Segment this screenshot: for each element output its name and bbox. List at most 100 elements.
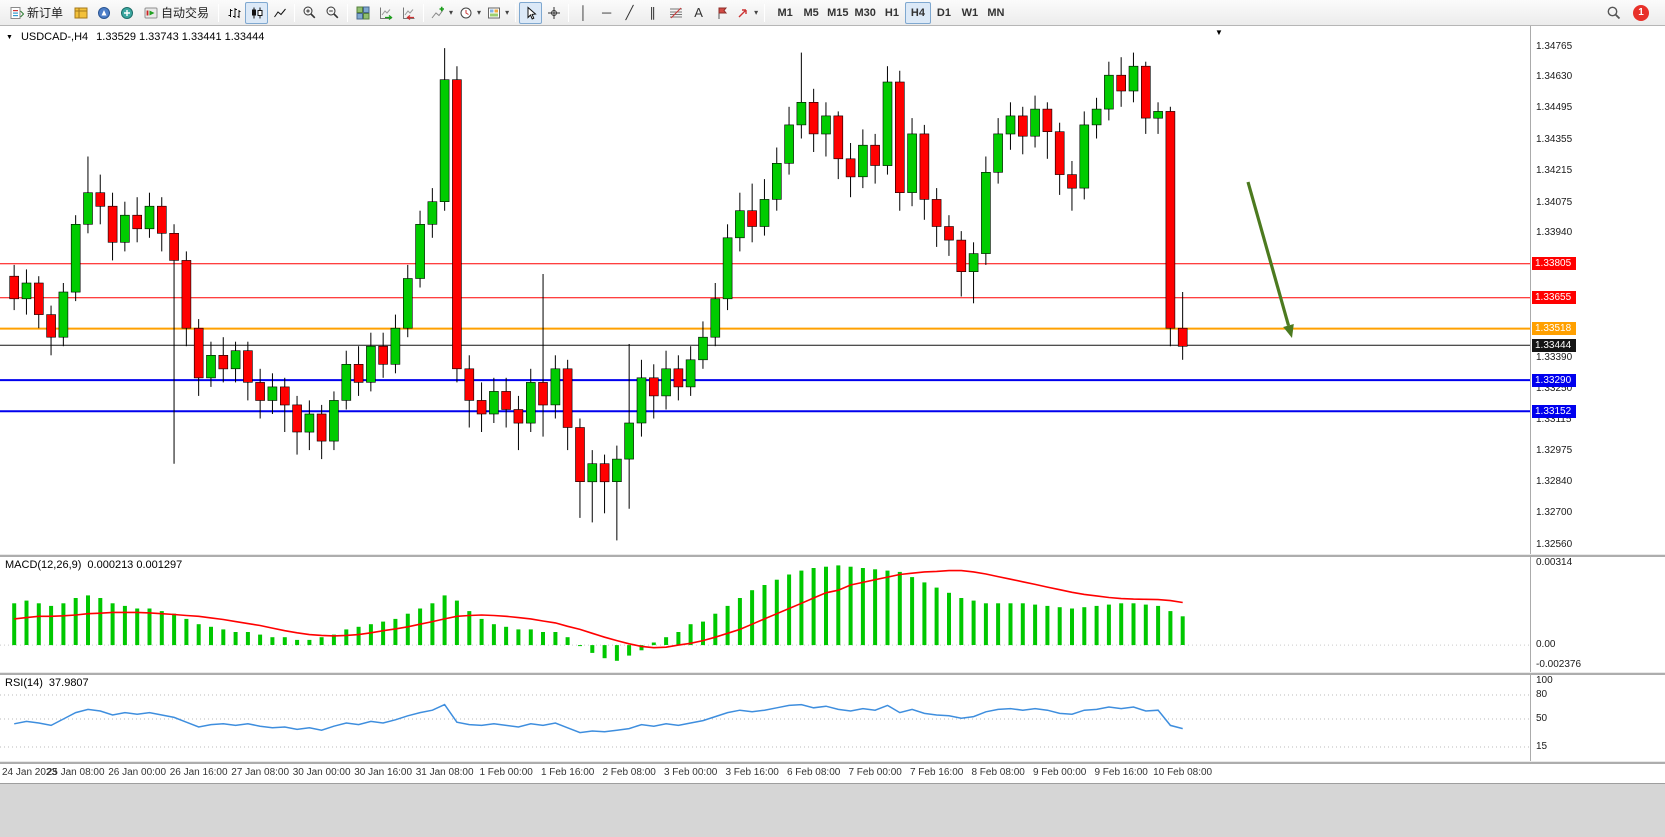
chart-title: ▼ USDCAD-,H4 1.33529 1.33743 1.33441 1.3… (6, 31, 264, 43)
timeframe-m15-button[interactable]: M15 (824, 2, 851, 24)
trend-arrow-annotation[interactable] (1246, 181, 1294, 338)
panel-splitter[interactable] (0, 672, 1665, 675)
time-label: 6 Feb 08:00 (786, 767, 841, 778)
horizontal-line-button[interactable]: ─ (595, 2, 618, 24)
toolbar-right: 1 (1602, 2, 1661, 24)
auto-scroll-button[interactable] (374, 2, 397, 24)
price-axis[interactable]: 1.34765 1.34630 1.34495 1.34355 1.34215 1.340… (1530, 26, 1665, 554)
auto-scroll-icon (379, 7, 393, 20)
line-chart-icon (273, 8, 286, 17)
market-watch-icon (74, 7, 88, 18)
line-chart-button[interactable] (268, 2, 291, 24)
macd-canvas[interactable] (0, 557, 1530, 672)
auto-trading-button[interactable]: 自动交易 (138, 2, 215, 24)
time-label: 9 Feb 00:00 (1032, 767, 1087, 778)
time-label: 10 Feb 08:00 (1153, 767, 1213, 778)
indicators-button[interactable]: ▾ (427, 2, 456, 24)
macd-name: MACD(12,26,9) (5, 559, 82, 571)
time-label: 2 Feb 08:00 (602, 767, 656, 778)
text-button[interactable]: A (687, 2, 710, 24)
timeframe-h4-button[interactable]: H4 (904, 1, 931, 24)
macd-axis[interactable]: 0.00314 0.00 -0.002376 (1530, 557, 1665, 672)
label-button[interactable] (710, 2, 733, 24)
auto-trading-icon (144, 7, 158, 18)
macd-title: MACD(12,26,9) 0.000213 0.001297 (5, 559, 182, 571)
candlestick-chart-button[interactable] (245, 1, 269, 24)
chevron-down-icon: ▾ (477, 8, 482, 17)
crosshair-button[interactable] (542, 2, 565, 24)
time-label: 30 Jan 00:00 (292, 767, 351, 778)
templates-icon (488, 7, 501, 18)
candlestick-chart-icon (251, 7, 263, 18)
timeframe-mn-button[interactable]: MN (983, 2, 1009, 24)
toolbar-separator (423, 3, 425, 22)
channel-button[interactable]: ∥ (641, 2, 664, 24)
timeframe-w1-button[interactable]: W1 (957, 2, 983, 24)
axis-tick: 1.32560 (1536, 538, 1573, 550)
rsi-axis[interactable]: 100 80 50 15 (1530, 675, 1665, 761)
time-label: 26 Jan 00:00 (108, 767, 167, 778)
axis-tick: 1.33115 (1536, 413, 1572, 425)
new-order-button[interactable]: 新订单 (4, 2, 69, 24)
search-button[interactable] (1602, 2, 1625, 24)
status-bar (0, 783, 1665, 837)
main-chart-panel: 1.34765 1.34630 1.34495 1.34355 1.34215 1.340… (0, 26, 1665, 554)
panel-splitter[interactable] (0, 554, 1665, 557)
terminal-button[interactable] (115, 2, 138, 24)
macd-histogram (12, 565, 1185, 661)
label-flag-icon (718, 7, 727, 19)
panel-splitter[interactable] (0, 761, 1665, 764)
periods-button[interactable]: ▾ (456, 2, 484, 24)
timeframe-m30-button[interactable]: M30 (852, 2, 879, 24)
time-label: 7 Feb 00:00 (848, 767, 902, 778)
zoom-in-icon (303, 6, 316, 19)
axis-tick: 1.32700 (1536, 507, 1573, 519)
chevron-down-icon: ▾ (449, 8, 454, 17)
timeframe-d1-button[interactable]: D1 (931, 2, 957, 24)
price-tag-1.33444: 1.33444 (1532, 338, 1576, 352)
axis-tick: 1.33940 (1536, 227, 1573, 239)
templates-button[interactable]: ▾ (484, 2, 512, 24)
time-label: 26 Jan 16:00 (169, 767, 228, 778)
chart-shift-button[interactable] (397, 2, 420, 24)
toolbar-separator (568, 3, 570, 22)
price-tag-1.33805: 1.33805 (1532, 257, 1576, 271)
price-chart-canvas[interactable] (0, 26, 1530, 554)
axis-tick: 1.33390 (1536, 351, 1573, 363)
macd-values: 0.000213 0.001297 (87, 559, 183, 571)
axis-tick: 1.34765 (1536, 41, 1573, 52)
toolbar-separator (515, 3, 517, 22)
zoom-out-icon (326, 6, 339, 19)
trendline-button[interactable]: ╱ (618, 2, 641, 24)
axis-tick: 1.34215 (1536, 165, 1573, 177)
time-label: 27 Jan 08:00 (231, 767, 290, 778)
bar-chart-button[interactable] (222, 2, 245, 24)
market-watch-button[interactable] (69, 2, 92, 24)
indicators-icon (431, 6, 445, 18)
rsi-canvas[interactable] (0, 675, 1530, 761)
navigator-button[interactable] (92, 2, 115, 24)
cursor-button[interactable] (519, 1, 543, 24)
time-axis[interactable]: 24 Jan 2023 25 Jan 08:00 26 Jan 00:00 26 Ja… (0, 764, 1665, 783)
shapes-button[interactable]: ▾ (733, 2, 761, 24)
time-label: 30 Jan 16:00 (354, 767, 413, 778)
timeframe-h1-button[interactable]: H1 (879, 2, 905, 24)
candles-layer (9, 48, 1188, 541)
axis-tick: 100 (1536, 675, 1553, 686)
zoom-out-button[interactable] (321, 2, 344, 24)
timeframe-m1-button[interactable]: M1 (772, 2, 798, 24)
new-order-icon (10, 6, 24, 19)
bar-chart-icon (228, 7, 241, 18)
tile-windows-button[interactable] (351, 2, 374, 24)
zoom-in-button[interactable] (298, 2, 321, 24)
rsi-title: RSI(14) 37.9807 (5, 677, 89, 689)
toolbar-separator (218, 3, 220, 22)
vertical-line-button[interactable]: │ (572, 2, 595, 24)
chart-collapse-icon[interactable]: ▼ (6, 33, 13, 41)
navigator-icon (97, 6, 110, 19)
notification-badge[interactable]: 1 (1633, 4, 1649, 21)
fibonacci-button[interactable] (664, 2, 687, 24)
periods-clock-icon (460, 7, 472, 18)
rsi-name: RSI(14) (5, 677, 43, 689)
timeframe-m5-button[interactable]: M5 (798, 2, 824, 24)
